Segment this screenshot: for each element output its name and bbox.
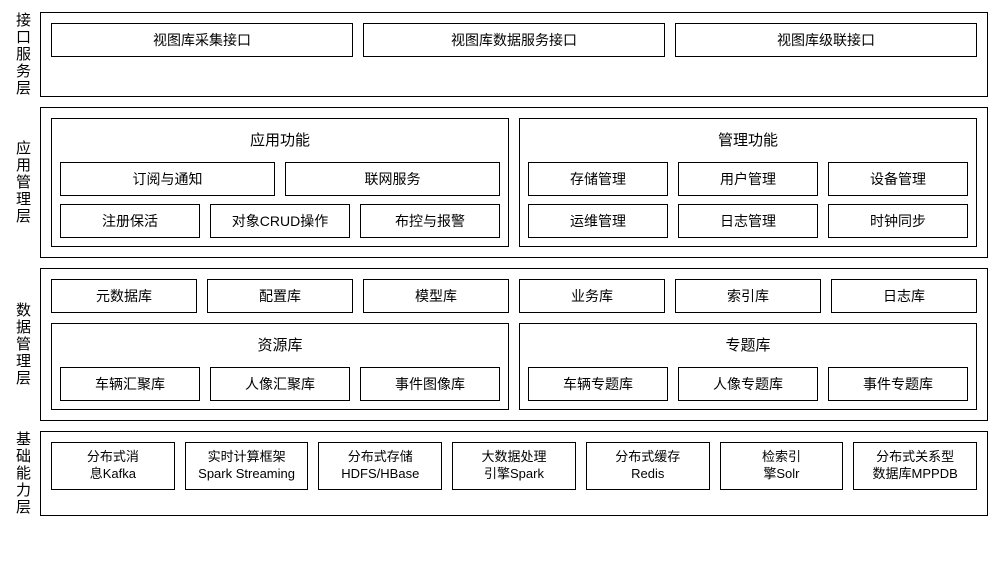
line1: 分布式消 xyxy=(87,449,139,464)
row: 车辆专题库 人像专题库 事件专题库 xyxy=(528,367,968,401)
line1: 分布式关系型 xyxy=(876,449,954,464)
row: 应用功能 订阅与通知 联网服务 注册保活 对象CRUD操作 布控与报警 管理功能 xyxy=(51,118,977,247)
box-clock-sync: 时钟同步 xyxy=(828,204,968,238)
row-db-groups: 资源库 车辆汇聚库 人像汇聚库 事件图像库 专题库 车辆专题库 人像专题库 事件… xyxy=(51,323,977,410)
line2: 息Kafka xyxy=(90,466,136,481)
group-title: 专题库 xyxy=(528,332,968,359)
box-spark-engine: 大数据处理引擎Spark xyxy=(452,442,576,490)
row: 分布式消息Kafka 实时计算框架 Spark Streaming 分布式存储 HD… xyxy=(51,442,977,490)
row-top-dbs: 元数据库 配置库 模型库 业务库 索引库 日志库 xyxy=(51,279,977,313)
group-app-functions: 应用功能 订阅与通知 联网服务 注册保活 对象CRUD操作 布控与报警 xyxy=(51,118,509,247)
box-vehicle-topic: 车辆专题库 xyxy=(528,367,668,401)
row: 注册保活 对象CRUD操作 布控与报警 xyxy=(60,204,500,238)
line2: 擎Solr xyxy=(763,466,799,481)
box-event-topic: 事件专题库 xyxy=(828,367,968,401)
layer-data-management: 数据管理层 元数据库 配置库 模型库 业务库 索引库 日志库 资源库 车辆汇聚库… xyxy=(12,268,988,421)
row: 车辆汇聚库 人像汇聚库 事件图像库 xyxy=(60,367,500,401)
box-hdfs-hbase: 分布式存储 HDFS/HBase xyxy=(318,442,442,490)
row: 存储管理 用户管理 设备管理 xyxy=(528,162,968,196)
layer-content: 视图库采集接口 视图库数据服务接口 视图库级联接口 xyxy=(40,12,988,97)
layer-content: 应用功能 订阅与通知 联网服务 注册保活 对象CRUD操作 布控与报警 管理功能 xyxy=(40,107,988,258)
layer-label: 数据管理层 xyxy=(12,268,32,421)
layer-label: 接口服务层 xyxy=(12,12,32,97)
box-config-db: 配置库 xyxy=(207,279,353,313)
box-collect-api: 视图库采集接口 xyxy=(51,23,353,57)
box-portrait-topic: 人像专题库 xyxy=(678,367,818,401)
row: 订阅与通知 联网服务 xyxy=(60,162,500,196)
box-redis: 分布式缓存 Redis xyxy=(586,442,710,490)
line1: 检索引 xyxy=(762,449,801,464)
box-event-image: 事件图像库 xyxy=(360,367,500,401)
line2: HDFS/HBase xyxy=(341,466,419,481)
row: 运维管理 日志管理 时钟同步 xyxy=(528,204,968,238)
layer-label: 基础能力层 xyxy=(12,431,32,516)
box-object-crud: 对象CRUD操作 xyxy=(210,204,350,238)
box-user-mgmt: 用户管理 xyxy=(678,162,818,196)
line1: 实时计算框架 xyxy=(208,449,286,464)
box-vehicle-agg: 车辆汇聚库 xyxy=(60,367,200,401)
group-topic-db: 专题库 车辆专题库 人像专题库 事件专题库 xyxy=(519,323,977,410)
box-portrait-agg: 人像汇聚库 xyxy=(210,367,350,401)
box-register-keepalive: 注册保活 xyxy=(60,204,200,238)
box-ops-mgmt: 运维管理 xyxy=(528,204,668,238)
box-log-db: 日志库 xyxy=(831,279,977,313)
line2: 引擎Spark xyxy=(484,466,544,481)
box-cascade-api: 视图库级联接口 xyxy=(675,23,977,57)
layer-interface-service: 接口服务层 视图库采集接口 视图库数据服务接口 视图库级联接口 xyxy=(12,12,988,97)
line2: 数据库MPPDB xyxy=(873,466,958,481)
row: 视图库采集接口 视图库数据服务接口 视图库级联接口 xyxy=(51,23,977,57)
group-title: 资源库 xyxy=(60,332,500,359)
group-title: 管理功能 xyxy=(528,127,968,154)
layer-foundation: 基础能力层 分布式消息Kafka 实时计算框架 Spark Streaming 分… xyxy=(12,431,988,516)
box-model-db: 模型库 xyxy=(363,279,509,313)
group-resource-db: 资源库 车辆汇聚库 人像汇聚库 事件图像库 xyxy=(51,323,509,410)
line1: 分布式缓存 xyxy=(615,449,680,464)
layer-content: 元数据库 配置库 模型库 业务库 索引库 日志库 资源库 车辆汇聚库 人像汇聚库… xyxy=(40,268,988,421)
box-device-mgmt: 设备管理 xyxy=(828,162,968,196)
line1: 分布式存储 xyxy=(348,449,413,464)
box-network-service: 联网服务 xyxy=(285,162,500,196)
box-mppdb: 分布式关系型数据库MPPDB xyxy=(853,442,977,490)
layer-label: 应用管理层 xyxy=(12,107,32,258)
box-subscribe-notify: 订阅与通知 xyxy=(60,162,275,196)
box-control-alarm: 布控与报警 xyxy=(360,204,500,238)
line2: Spark Streaming xyxy=(198,466,295,481)
box-business-db: 业务库 xyxy=(519,279,665,313)
box-kafka: 分布式消息Kafka xyxy=(51,442,175,490)
box-data-service-api: 视图库数据服务接口 xyxy=(363,23,665,57)
group-mgmt-functions: 管理功能 存储管理 用户管理 设备管理 运维管理 日志管理 时钟同步 xyxy=(519,118,977,247)
line2: Redis xyxy=(631,466,664,481)
box-log-mgmt: 日志管理 xyxy=(678,204,818,238)
layer-content: 分布式消息Kafka 实时计算框架 Spark Streaming 分布式存储 HD… xyxy=(40,431,988,516)
box-solr: 检索引擎Solr xyxy=(720,442,844,490)
architecture-diagram: 接口服务层 视图库采集接口 视图库数据服务接口 视图库级联接口 应用管理层 应用… xyxy=(12,12,988,516)
layer-app-management: 应用管理层 应用功能 订阅与通知 联网服务 注册保活 对象CRUD操作 布控与报… xyxy=(12,107,988,258)
line1: 大数据处理 xyxy=(482,449,547,464)
group-title: 应用功能 xyxy=(60,127,500,154)
box-spark-streaming: 实时计算框架 Spark Streaming xyxy=(185,442,309,490)
box-index-db: 索引库 xyxy=(675,279,821,313)
box-metadata-db: 元数据库 xyxy=(51,279,197,313)
box-storage-mgmt: 存储管理 xyxy=(528,162,668,196)
